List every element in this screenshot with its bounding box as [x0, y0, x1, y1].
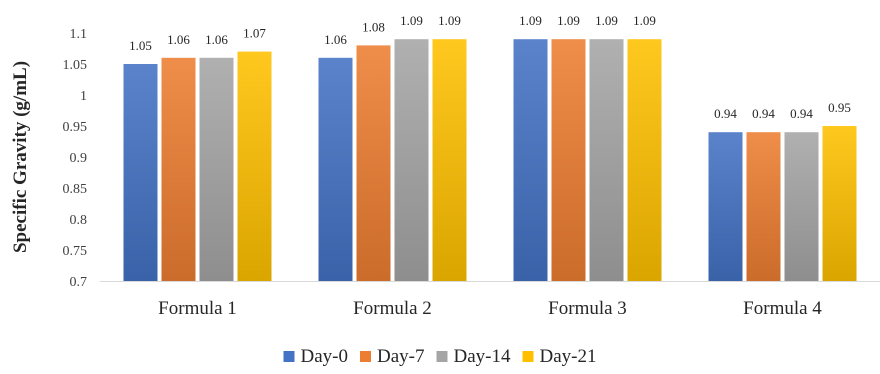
bars	[123, 39, 857, 282]
bar-formula-1-day-7	[161, 57, 196, 281]
data-labels: 1.05 1.06 1.06 1.07 1.06 1.08 1.09 1.09 1.09 1.09…	[129, 13, 851, 121]
bar-formula-2-day-7	[356, 45, 391, 282]
bar-formula-3-day-14	[589, 39, 624, 282]
y-tick-label: 0.7	[70, 275, 88, 290]
legend-label: Day-0	[301, 346, 348, 367]
legend-label: Day-14	[454, 346, 511, 367]
bar-formula-3-day-0	[513, 39, 548, 282]
data-label-formula-4-day-7: 0.94	[752, 106, 775, 121]
bar-formula-1-day-14	[199, 57, 234, 281]
data-label-formula-1-day-14: 1.06	[205, 32, 228, 47]
y-tick-label: 1	[80, 89, 87, 104]
data-label-formula-4-day-0: 0.94	[714, 106, 737, 121]
data-label-formula-1-day-7: 1.06	[167, 32, 190, 47]
x-category-label: Formula 2	[353, 298, 432, 319]
data-label-formula-3-day-14: 1.09	[595, 13, 618, 28]
y-axis-ticks: 0.7 0.75 0.8 0.85 0.9 0.95 1 1.05 1.1	[63, 27, 88, 290]
x-category-label: Formula 1	[158, 298, 237, 319]
bar-formula-4-day-14	[784, 132, 819, 281]
legend-item-day-14: Day-14	[436, 346, 511, 367]
y-tick-label: 0.85	[63, 182, 88, 197]
y-tick-label: 1.05	[63, 58, 88, 73]
legend-item-day-0: Day-0	[283, 346, 348, 367]
legend-swatch	[436, 351, 448, 362]
bar-formula-4-day-0	[708, 132, 743, 281]
legend-swatch	[360, 351, 371, 362]
y-tick-label: 0.95	[63, 120, 88, 135]
bar-formula-2-day-14	[394, 39, 429, 282]
data-label-formula-3-day-0: 1.09	[519, 13, 542, 28]
bar-formula-1-day-21	[237, 51, 272, 281]
legend-swatch	[522, 351, 534, 362]
legend-swatch	[283, 351, 295, 362]
data-label-formula-2-day-0: 1.06	[324, 32, 347, 47]
data-label-formula-4-day-21: 0.95	[828, 100, 851, 115]
data-label-formula-1-day-0: 1.05	[129, 38, 152, 53]
y-tick-label: 0.9	[70, 151, 88, 166]
data-label-formula-3-day-7: 1.09	[557, 13, 580, 28]
bar-formula-3-day-21	[627, 39, 662, 282]
data-label-formula-2-day-14: 1.09	[400, 13, 423, 28]
x-axis-categories: Formula 1 Formula 2 Formula 3 Formula 4	[158, 298, 822, 319]
legend: Day-0 Day-7 Day-14 Day-21	[283, 346, 597, 367]
y-tick-label: 1.1	[70, 27, 88, 42]
y-tick-label: 0.8	[70, 213, 88, 228]
bar-formula-3-day-7	[551, 39, 586, 282]
data-label-formula-1-day-21: 1.07	[243, 26, 266, 41]
data-label-formula-4-day-14: 0.94	[790, 106, 813, 121]
y-tick-label: 0.75	[63, 244, 88, 259]
legend-item-day-21: Day-21	[522, 346, 597, 367]
legend-label: Day-7	[377, 346, 424, 367]
data-label-formula-3-day-21: 1.09	[633, 13, 656, 28]
legend-label: Day-21	[540, 346, 597, 367]
bar-formula-2-day-21	[432, 39, 467, 282]
data-label-formula-2-day-7: 1.08	[362, 19, 385, 34]
bar-formula-4-day-21	[822, 126, 857, 281]
y-axis-label: Specific Gravity (g/mL)	[10, 61, 31, 253]
bar-formula-2-day-0	[318, 57, 353, 281]
bar-formula-4-day-7	[746, 132, 781, 281]
legend-item-day-7: Day-7	[360, 346, 424, 367]
bar-formula-1-day-0	[123, 64, 158, 281]
data-label-formula-2-day-21: 1.09	[438, 13, 461, 28]
x-category-label: Formula 4	[743, 298, 822, 319]
x-category-label: Formula 3	[548, 298, 627, 319]
